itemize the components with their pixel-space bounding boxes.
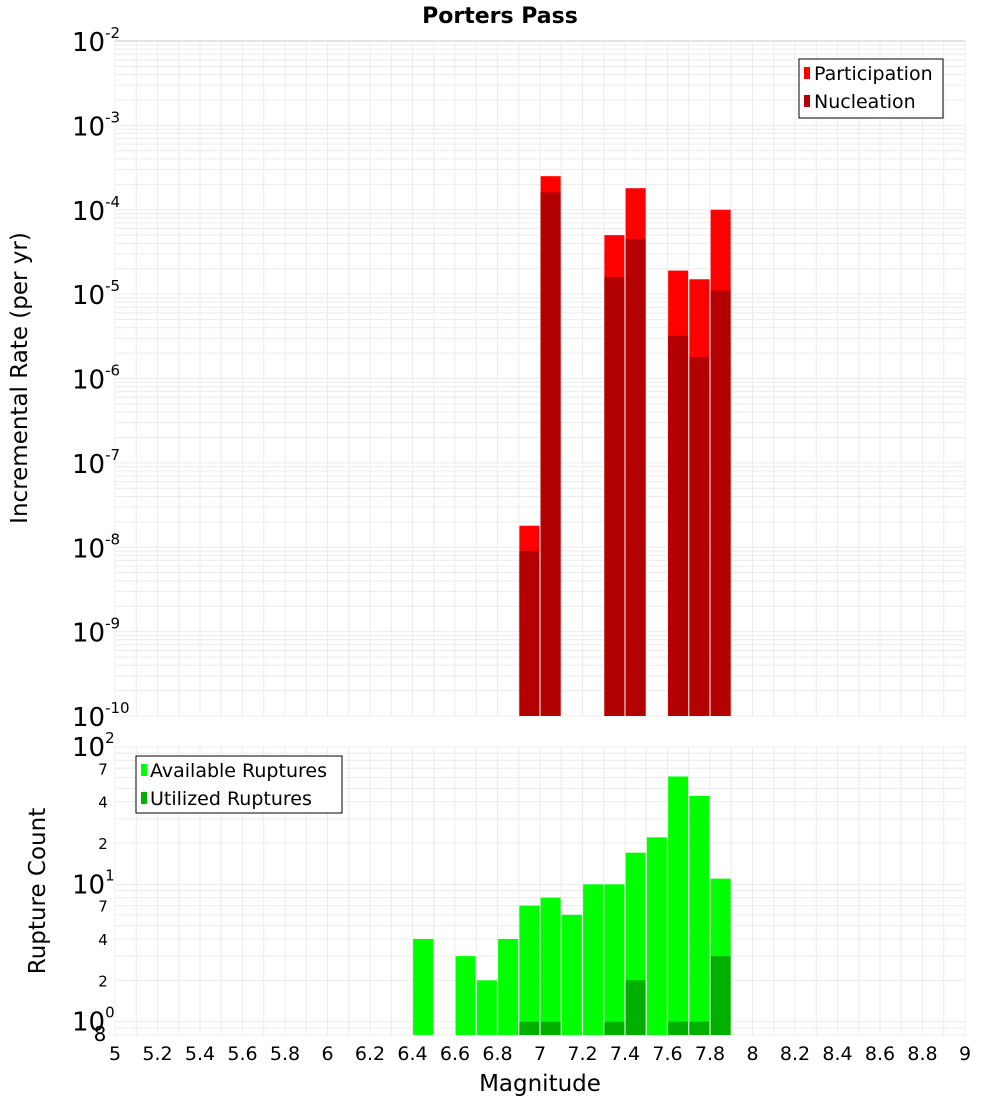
- bar-available-ruptures-7.15: [561, 914, 582, 1035]
- legend-swatch-available: [141, 764, 147, 776]
- x-tick-label: 8.2: [780, 1043, 810, 1065]
- y-tick-label: 10-7: [72, 446, 120, 480]
- count-legend: Available Ruptures Utilized Ruptures: [135, 755, 343, 814]
- y-tick-label-minor: 2: [98, 972, 108, 990]
- x-tick-label: 6.8: [482, 1043, 512, 1065]
- legend-label-participation: Participation: [814, 63, 933, 85]
- bar-utilized-ruptures-7.35: [604, 1021, 625, 1035]
- x-tick-label: 5.8: [270, 1043, 300, 1065]
- y-tick-label: 10-5: [72, 277, 120, 311]
- bar-available-ruptures-7.05: [540, 897, 561, 1035]
- x-tick-label: 8: [746, 1043, 758, 1065]
- y-tick-label: 10-10: [72, 699, 130, 733]
- bar-available-ruptures-7.55: [646, 837, 667, 1035]
- x-tick-label: 6.4: [397, 1043, 427, 1065]
- bar-utilized-ruptures-7.45: [625, 980, 646, 1035]
- x-tick-label: 5.4: [185, 1043, 215, 1065]
- bar-utilized-ruptures-7.65: [668, 1021, 689, 1035]
- bar-utilized-ruptures-6.95: [519, 1021, 540, 1035]
- bar-available-ruptures-7.35: [604, 884, 625, 1035]
- x-tick-label: 9: [959, 1043, 971, 1065]
- bar-available-ruptures-6.65: [455, 956, 476, 1035]
- bar-nucleation-7.85: [710, 290, 731, 716]
- bar-available-ruptures-6.75: [476, 980, 497, 1035]
- bar-available-ruptures-6.45: [413, 939, 434, 1035]
- bar-nucleation-7.75: [689, 356, 710, 716]
- x-tick-label: 5: [109, 1043, 121, 1065]
- rate-legend: Participation Nucleation: [798, 58, 944, 119]
- x-tick-label: 7.8: [695, 1043, 725, 1065]
- legend-swatch-participation: [804, 67, 810, 79]
- rate-plot-grid: [114, 41, 966, 717]
- bar-nucleation-7.05: [540, 192, 561, 717]
- bar-nucleation-7.45: [625, 239, 646, 716]
- bar-utilized-ruptures-7.75: [689, 1021, 710, 1035]
- x-tick-label: 7: [534, 1043, 546, 1065]
- bar-nucleation-7.65: [668, 335, 689, 716]
- bar-utilized-ruptures-7.05: [540, 1021, 561, 1035]
- y-tick-label-minor: 4: [98, 794, 108, 812]
- rate-plot-y-ticks: 10-10 10-9 10-8 10-7 10-6 10-5 10-4 10-3 10-2: [72, 24, 130, 733]
- x-tick-label: 6: [321, 1043, 333, 1065]
- x-tick-label: 7.6: [652, 1043, 682, 1065]
- y-tick-label-minor: 7: [98, 760, 108, 778]
- x-tick-label: 6.6: [440, 1043, 470, 1065]
- count-y-axis-label: Rupture Count: [25, 808, 51, 974]
- x-tick-label: 7.2: [567, 1043, 597, 1065]
- x-tick-label: 8.8: [907, 1043, 937, 1065]
- y-tick-label: 10-3: [72, 108, 120, 142]
- y-tick-label: 10-2: [72, 24, 120, 58]
- x-axis-ticks: 5 5.2 5.4 5.6 5.8 6 6.2 6.4 6.6 6.8 7 7.2 7.4 7.6 7.8 8…: [109, 1043, 971, 1065]
- legend-swatch-nucleation: [804, 95, 810, 107]
- bar-nucleation-6.95: [519, 551, 540, 716]
- legend-swatch-utilized: [141, 792, 147, 804]
- bar-utilized-ruptures-7.85: [710, 956, 731, 1035]
- x-tick-label: 7.4: [610, 1043, 640, 1065]
- rate-plot-bars: [519, 176, 731, 717]
- y-tick-label-minor: 8: [94, 1022, 107, 1046]
- x-tick-label: 5.2: [142, 1043, 172, 1065]
- y-tick-label: 101: [72, 866, 115, 900]
- chart-title: Porters Pass: [422, 4, 578, 29]
- y-tick-label-minor: 2: [98, 835, 108, 853]
- bar-available-ruptures-7.65: [668, 776, 689, 1035]
- y-tick-label: 10-6: [72, 362, 120, 396]
- y-tick-label-minor: 7: [98, 898, 108, 916]
- bar-available-ruptures-7.75: [689, 795, 710, 1035]
- legend-label-nucleation: Nucleation: [814, 91, 916, 113]
- y-tick-label-minor: 4: [98, 931, 108, 949]
- bar-nucleation-7.35: [604, 276, 625, 716]
- y-tick-label: 10-8: [72, 530, 120, 564]
- count-plot-bars: [413, 776, 731, 1035]
- y-tick-label: 10-9: [72, 615, 120, 649]
- x-axis-label: Magnitude: [479, 1071, 601, 1097]
- bar-available-ruptures-7.25: [583, 884, 604, 1035]
- x-tick-label: 8.6: [865, 1043, 895, 1065]
- bar-available-ruptures-6.95: [519, 905, 540, 1035]
- legend-label-utilized: Utilized Ruptures: [150, 788, 312, 810]
- x-tick-label: 8.4: [822, 1043, 852, 1065]
- legend-label-available: Available Ruptures: [150, 760, 327, 782]
- x-tick-label: 6.2: [355, 1043, 385, 1065]
- y-tick-label: 100: [72, 1004, 115, 1038]
- bar-available-ruptures-6.85: [498, 939, 519, 1035]
- x-tick-label: 5.6: [227, 1043, 257, 1065]
- y-tick-label: 102: [72, 729, 115, 763]
- rate-y-axis-label: Incremental Rate (per yr): [7, 232, 33, 524]
- y-tick-label: 10-4: [72, 193, 120, 227]
